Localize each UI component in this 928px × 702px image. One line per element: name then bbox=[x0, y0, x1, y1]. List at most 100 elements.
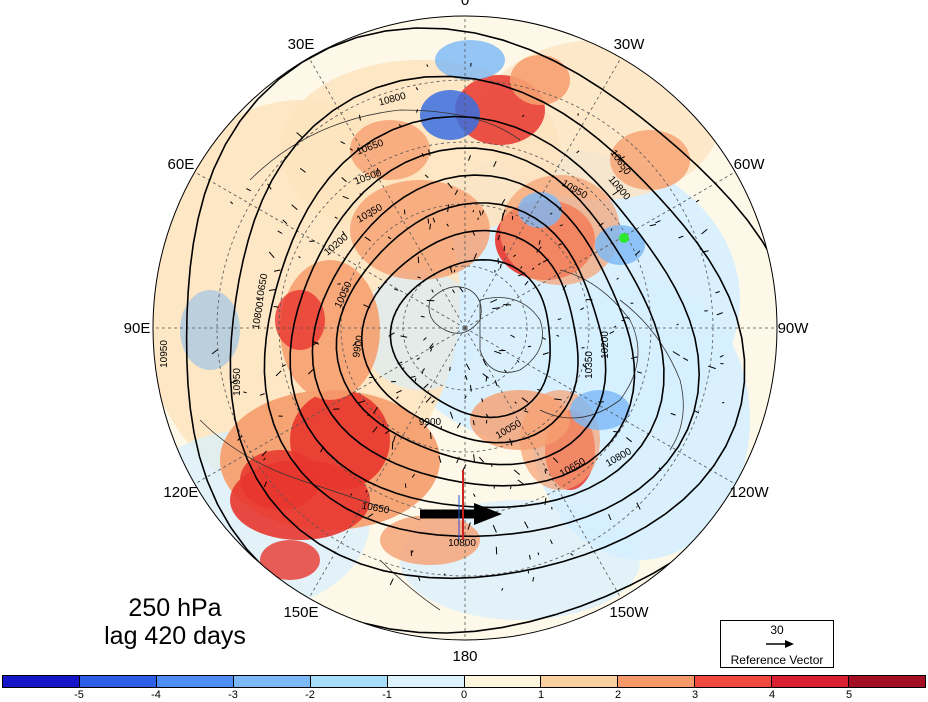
wind-vector bbox=[465, 363, 471, 371]
contour-label: 10800 bbox=[251, 300, 267, 330]
wind-vector bbox=[636, 502, 641, 510]
colorbar-segment bbox=[387, 676, 465, 687]
wind-vector bbox=[544, 469, 547, 474]
wind-vector bbox=[267, 183, 272, 190]
wind-vector bbox=[542, 352, 549, 355]
wind-vector bbox=[429, 432, 432, 440]
reference-magnitude: 30 bbox=[770, 623, 784, 637]
wind-vector bbox=[237, 435, 243, 441]
colorbar-segment bbox=[464, 676, 542, 687]
contour-10350 bbox=[311, 174, 636, 487]
wind-vector bbox=[370, 214, 374, 217]
longitude-label: 180 bbox=[452, 648, 477, 665]
wind-vector bbox=[423, 337, 427, 341]
wind-vector bbox=[631, 356, 638, 359]
wind-vector bbox=[372, 406, 379, 414]
wind-vector bbox=[537, 262, 541, 266]
figure-caption: 250 hPa lag 420 days bbox=[60, 594, 290, 650]
wind-vector bbox=[536, 246, 542, 253]
anomaly-patch bbox=[435, 40, 505, 80]
wind-vector bbox=[472, 231, 476, 236]
wind-vector bbox=[334, 216, 338, 219]
longitude-labels: 0 30W 60W 90W 120W 150W 180 150E 120E 90E 60E 30E bbox=[124, 0, 810, 665]
wind-vector bbox=[582, 364, 588, 370]
wind-vector bbox=[299, 167, 306, 173]
wind-vector bbox=[716, 312, 723, 316]
colorbar-segment bbox=[772, 676, 850, 687]
reference-vector-box: 30 Reference Vector bbox=[720, 620, 834, 668]
wind-vector bbox=[449, 366, 451, 371]
wind-vector bbox=[481, 210, 484, 215]
wind-vector bbox=[618, 170, 623, 173]
wind-vector bbox=[520, 266, 523, 269]
wind-vector bbox=[682, 357, 689, 361]
colorbar-segment bbox=[3, 676, 80, 687]
wind-vector bbox=[423, 383, 429, 389]
colorbar-tick-label: -5 bbox=[74, 689, 84, 701]
wind-vector bbox=[465, 375, 468, 381]
wind-vector bbox=[494, 380, 498, 387]
wind-vector bbox=[494, 350, 502, 355]
wind-vector bbox=[493, 160, 497, 168]
wind-vector bbox=[527, 345, 532, 348]
wind-vector bbox=[473, 253, 477, 260]
longitude-label: 120W bbox=[730, 484, 770, 501]
anomaly-patch bbox=[350, 180, 490, 280]
wind-vector bbox=[552, 457, 559, 464]
wind-vector bbox=[518, 272, 526, 277]
colorbar-tick-label: 4 bbox=[768, 689, 776, 701]
wind-vector bbox=[482, 373, 489, 379]
wind-vector bbox=[715, 291, 720, 294]
wind-vector bbox=[549, 539, 553, 545]
longitude-label: 60E bbox=[168, 156, 195, 173]
wind-vector bbox=[447, 204, 450, 213]
colorbar-tick-label: -4 bbox=[151, 689, 161, 701]
wind-vector bbox=[609, 330, 615, 335]
wind-vector bbox=[482, 358, 487, 366]
coastline bbox=[379, 559, 441, 611]
wind-vector bbox=[230, 201, 234, 205]
wind-vector bbox=[364, 236, 371, 242]
wind-vector bbox=[446, 223, 449, 227]
wind-vector bbox=[625, 437, 633, 443]
wind-vector bbox=[243, 391, 247, 394]
colorbar-ticks: -5 -4 -3 -2 -1 0 1 2 3 4 5 bbox=[0, 689, 928, 702]
wind-vector bbox=[503, 369, 507, 373]
wind-vector bbox=[616, 277, 619, 280]
wind-vector bbox=[481, 398, 484, 403]
wind-vector bbox=[418, 576, 421, 582]
wind-vector bbox=[417, 276, 421, 279]
wind-vector bbox=[429, 343, 434, 349]
wind-vector bbox=[670, 412, 676, 416]
wind-vector bbox=[649, 224, 656, 227]
wind-vector bbox=[359, 114, 361, 121]
wind-vector bbox=[570, 553, 574, 556]
wind-vector bbox=[501, 213, 504, 222]
wind-vector bbox=[608, 514, 612, 521]
wind-vector bbox=[516, 359, 520, 363]
contour-label: 10650 bbox=[361, 501, 391, 517]
anomaly-patch bbox=[290, 390, 390, 490]
colorbar-tick-label: -1 bbox=[382, 689, 392, 701]
contour-label: 10950 bbox=[232, 368, 243, 396]
contour-label: 9900 bbox=[351, 334, 366, 358]
wind-vector bbox=[618, 156, 626, 160]
wind-vector bbox=[610, 228, 613, 231]
wind-vector bbox=[449, 411, 454, 419]
reference-vector-label: Reference Vector bbox=[730, 653, 824, 667]
wind-vector bbox=[257, 298, 261, 301]
wind-vector bbox=[388, 332, 395, 337]
wind-vector bbox=[401, 367, 405, 370]
colorbar-segment bbox=[310, 676, 388, 687]
wind-vector bbox=[447, 182, 453, 189]
wind-vector bbox=[464, 395, 467, 400]
longitude-label: 120E bbox=[163, 484, 198, 501]
colorbar-tick-label: -3 bbox=[228, 689, 238, 701]
wind-vector bbox=[416, 357, 420, 361]
longitude-label: 30E bbox=[288, 36, 315, 53]
colorbar bbox=[2, 675, 926, 688]
wind-vector bbox=[521, 397, 529, 403]
wind-vector bbox=[352, 342, 357, 347]
wind-vector bbox=[273, 269, 281, 272]
colorbar-segment bbox=[618, 676, 696, 687]
